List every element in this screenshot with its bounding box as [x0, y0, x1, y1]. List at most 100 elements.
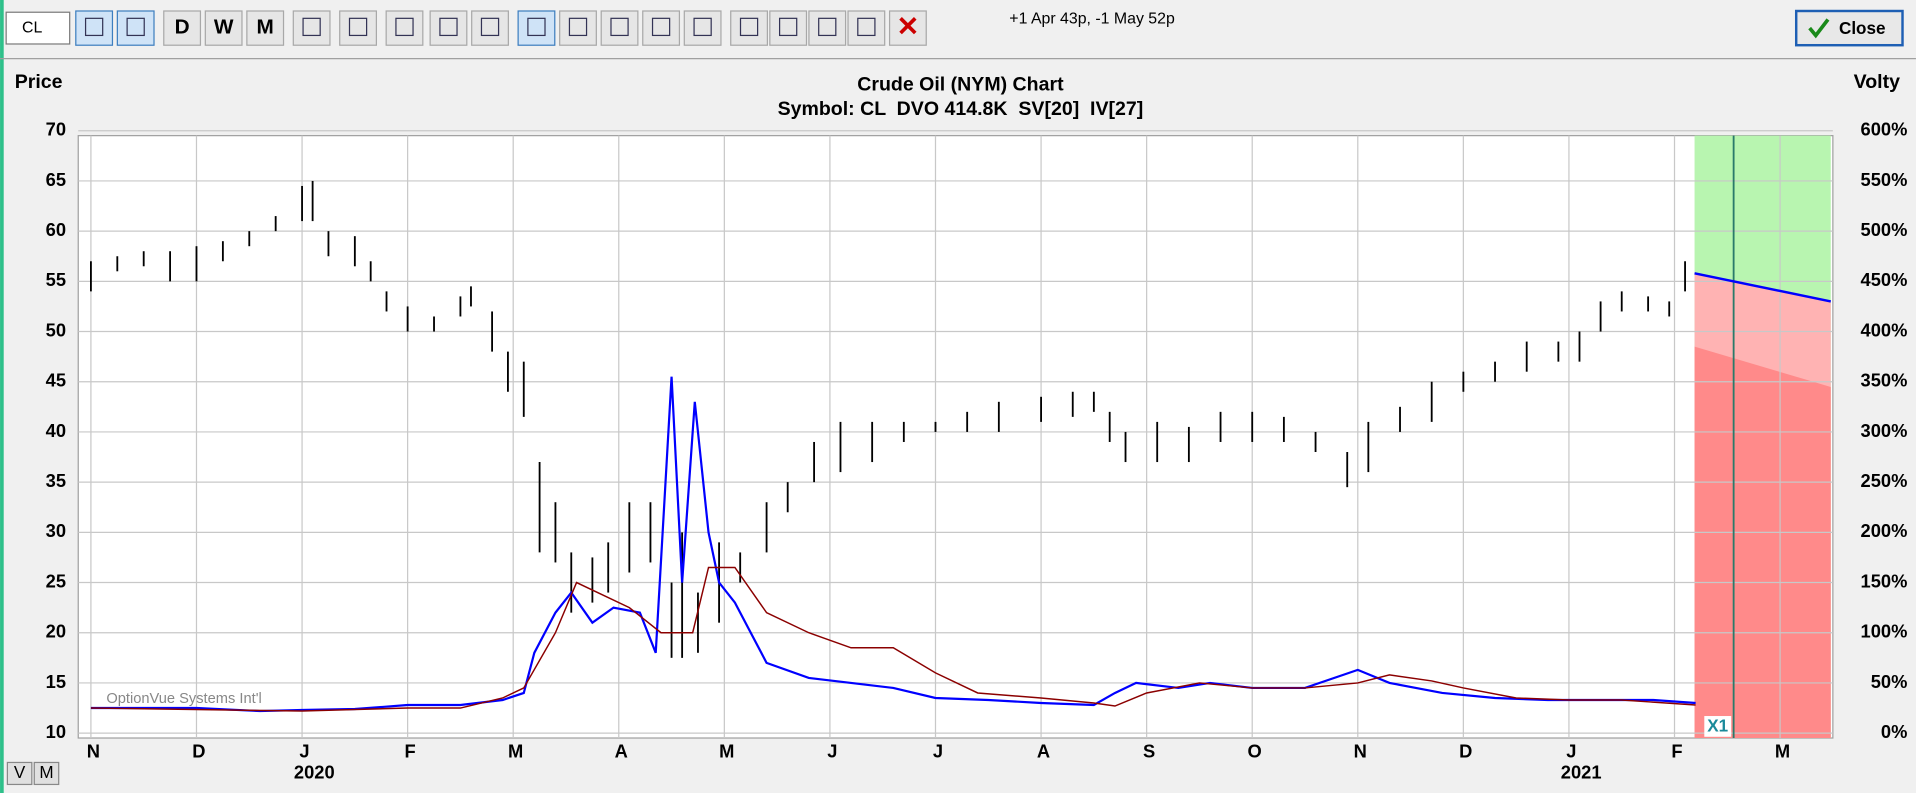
tool-button[interactable]: [163, 10, 202, 46]
tool-button[interactable]: [75, 10, 114, 46]
chart-title: Crude Oil (NYM) Chart: [857, 74, 1064, 96]
x-tick-label: N: [87, 741, 100, 762]
toolbar-info: +1 Apr 43p, -1 May 52p: [1009, 11, 1175, 28]
x-tick-label: J: [1566, 741, 1576, 762]
marker-label: X1: [1707, 717, 1728, 736]
tool-button[interactable]: [808, 10, 847, 46]
tool-button[interactable]: [246, 10, 285, 46]
y-tick-label: 30: [46, 520, 66, 541]
tool-button[interactable]: [339, 10, 377, 46]
tool-icon: [568, 17, 588, 37]
tool-icon: [610, 17, 629, 37]
tool-icon: [302, 17, 321, 37]
tool-button[interactable]: [385, 10, 424, 46]
y-tick-label: 45: [46, 370, 66, 391]
tool-button[interactable]: [116, 10, 155, 46]
y-tick-label: 65: [46, 169, 66, 190]
y2-tick-label: 500%: [1861, 219, 1908, 240]
x-tick-label: A: [1037, 741, 1050, 762]
tool-button[interactable]: [517, 10, 556, 46]
y-tick-label: 55: [46, 269, 66, 290]
year-label: 2021: [1561, 761, 1602, 782]
chart-subtitle: Symbol: CL DVO 414.8K SV[20] IV[27]: [778, 98, 1144, 120]
x-tick-label: M: [508, 741, 523, 762]
tool-button[interactable]: [847, 10, 886, 46]
plot-area: [77, 135, 1834, 739]
tool-button-label: W: [214, 16, 234, 39]
tool-button[interactable]: [204, 10, 243, 46]
y2-tick-label: 600%: [1861, 119, 1908, 140]
x-tick-label: J: [933, 741, 943, 762]
y-axis-label: Price: [15, 71, 63, 93]
y2-tick-label: 200%: [1861, 520, 1908, 541]
y-tick-label: 70: [46, 119, 66, 140]
y2-tick-label: 550%: [1861, 169, 1908, 190]
footer-button[interactable]: [33, 761, 60, 786]
footer-button-label: V: [14, 763, 26, 782]
y2-tick-label: 400%: [1861, 319, 1908, 340]
tool-icon: [126, 17, 145, 37]
tool-icon: [739, 17, 759, 37]
tool-button[interactable]: [769, 10, 808, 46]
y-tick-label: 40: [46, 420, 66, 441]
x-tick-label: F: [404, 741, 415, 762]
tool-button-label: M: [257, 16, 274, 39]
forecast-line: [1694, 272, 1831, 303]
x-tick-label: M: [719, 741, 734, 762]
tool-button[interactable]: [600, 10, 639, 46]
tool-button[interactable]: [730, 10, 768, 46]
symbol-text: CL: [22, 19, 42, 36]
y2-tick-label: 350%: [1861, 370, 1908, 391]
tool-button-label: D: [175, 16, 190, 39]
tool-icon: [348, 17, 368, 37]
tool-icon: [857, 17, 876, 37]
y-tick-label: 60: [46, 219, 66, 240]
plot: 10 15 20 25 30 35 40 45 50 55 60 65 70 0% 50% 100% 150% 2…: [46, 119, 1908, 783]
forecast-down-zone-inner: [1694, 346, 1831, 739]
tool-icon: [395, 17, 414, 37]
tool-icon: [818, 17, 837, 37]
watermark: OptionVue Systems Int'l: [106, 691, 261, 707]
x-tick-label: F: [1671, 741, 1682, 762]
x-tick-label: J: [299, 741, 309, 762]
x-tick-label: O: [1248, 741, 1262, 762]
x-tick-label: A: [615, 741, 628, 762]
tool-icon: [778, 17, 798, 37]
x-tick-label: D: [1459, 741, 1472, 762]
tool-icon: [439, 17, 458, 37]
tool-button[interactable]: [683, 10, 722, 46]
y2-tick-label: 0%: [1881, 721, 1907, 742]
x-tick-label: S: [1143, 741, 1155, 762]
y2-tick-label: 150%: [1861, 570, 1908, 591]
y-tick-label: 35: [46, 470, 66, 491]
y-tick-label: 20: [46, 621, 66, 642]
y2-axis-label: Volty: [1854, 71, 1900, 93]
x-tick-label: J: [827, 741, 837, 762]
y2-tick-label: 300%: [1861, 420, 1908, 441]
close-label: Close: [1839, 19, 1886, 38]
y-tick-label: 15: [46, 671, 66, 692]
tool-button[interactable]: [471, 10, 509, 46]
close-button[interactable]: [1794, 9, 1904, 47]
tool-button[interactable]: [292, 10, 331, 46]
tool-button[interactable]: [429, 10, 468, 46]
footer-button-label: M: [39, 763, 53, 782]
tool-icon: [527, 17, 546, 37]
x-tick-label: M: [1775, 741, 1790, 762]
y-tick-label: 10: [46, 721, 66, 742]
tool-button[interactable]: [642, 10, 681, 46]
y2-tick-label: 250%: [1861, 470, 1908, 491]
y-tick-label: 25: [46, 570, 66, 591]
tool-icon: [899, 17, 917, 35]
volatility-line: [90, 566, 1696, 712]
symbol-input[interactable]: [5, 11, 71, 45]
tool-icon: [84, 17, 104, 37]
tool-button[interactable]: [559, 10, 597, 46]
y2-tick-label: 450%: [1861, 269, 1908, 290]
footer-button[interactable]: [6, 761, 33, 786]
y2-tick-label: 100%: [1861, 621, 1908, 642]
volatility-line: [90, 376, 1696, 713]
